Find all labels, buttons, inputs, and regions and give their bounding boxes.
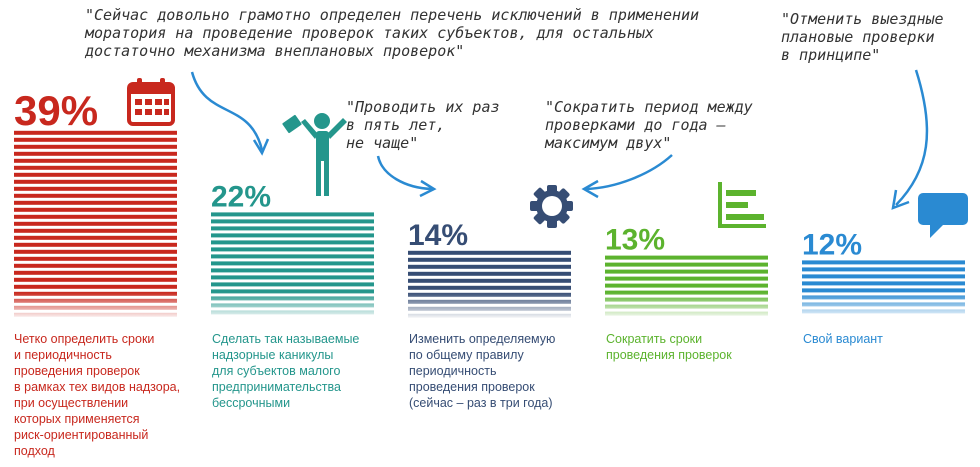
bar-stripe <box>14 200 177 205</box>
bar-stripe <box>211 247 374 252</box>
quote-2: "Проводить их раз в пять лет, не чаще" <box>346 98 500 152</box>
bar-stripe <box>605 255 768 260</box>
bar-stripe <box>408 250 571 255</box>
category-label: Сократить сроки проведения проверок <box>606 332 732 362</box>
bar-stripe <box>14 228 177 233</box>
bar-stripe <box>211 240 374 245</box>
bar-stripe <box>14 270 177 275</box>
bar-stripe <box>211 226 374 231</box>
bar-stripe <box>802 267 965 272</box>
bar-stripe <box>605 283 768 288</box>
calendar-icon <box>127 78 175 126</box>
bar-stripe <box>14 172 177 177</box>
bar-stripe <box>14 207 177 212</box>
bar-stripe <box>14 137 177 142</box>
bar-stripe <box>408 285 571 290</box>
bar-stripe <box>605 269 768 274</box>
bar-stripe <box>14 158 177 163</box>
gear-icon <box>530 185 573 228</box>
bar-stripe <box>408 271 571 276</box>
bar-fade <box>605 292 768 318</box>
bar-stripe <box>408 278 571 283</box>
category-label: Свой вариант <box>803 332 883 346</box>
bar-stripe <box>14 263 177 268</box>
bar-fade <box>211 292 374 318</box>
bar-stripe <box>14 235 177 240</box>
bar-stripe <box>802 260 965 265</box>
bar-stripe <box>408 257 571 262</box>
bar-fade <box>802 292 965 318</box>
bar-stripe <box>14 186 177 191</box>
bar-stripe <box>802 281 965 286</box>
category-label: Сделать так называемые надзорные каникул… <box>212 332 360 410</box>
bar-stripe <box>211 282 374 287</box>
value-label: 14% <box>408 219 468 252</box>
bar-stripe <box>14 249 177 254</box>
speech-bubble-icon <box>918 193 968 238</box>
bar-stripe <box>605 262 768 267</box>
quote-arrows <box>190 69 929 210</box>
bar-stripe <box>211 261 374 266</box>
bar-stripe <box>211 233 374 238</box>
bar-stripe <box>605 276 768 281</box>
businessman-icon <box>282 113 347 196</box>
bar-stripe <box>408 264 571 269</box>
bar-stripe <box>14 130 177 135</box>
bar-stripe <box>211 275 374 280</box>
bar-stripe <box>14 151 177 156</box>
bar-chart-icon <box>718 182 766 228</box>
quote-1: "Сейчас довольно грамотно определен пере… <box>85 6 700 60</box>
bar-stripe <box>802 274 965 279</box>
bar-fade <box>14 292 177 318</box>
category-label: Четко определить сроки и периодичность п… <box>14 332 181 458</box>
bar-stripe <box>14 277 177 282</box>
bar-stripe <box>14 165 177 170</box>
bar-stripe <box>802 288 965 293</box>
bar-stripe <box>211 219 374 224</box>
bar-stripe <box>14 256 177 261</box>
bar-stripe <box>14 179 177 184</box>
bar-stripe <box>14 242 177 247</box>
bar-stripe <box>14 221 177 226</box>
bar-fade <box>408 292 571 318</box>
bar-stripe <box>14 214 177 219</box>
bar-stripe <box>211 254 374 259</box>
value-label: 12% <box>802 228 862 261</box>
value-label: 13% <box>605 224 665 257</box>
category-label: Изменить определяемую по общему правилу … <box>409 332 556 410</box>
bar-stripe <box>14 144 177 149</box>
quote-3: "Сократить период между проверками до го… <box>545 98 753 152</box>
value-label: 39% <box>14 87 98 134</box>
bar-stripe <box>211 268 374 273</box>
value-label: 22% <box>211 180 271 213</box>
quote-4: "Отменить выездные плановые проверки в п… <box>781 10 944 64</box>
bar-stripe <box>211 212 374 217</box>
bar-stripe <box>14 284 177 289</box>
bar-stripe <box>211 289 374 294</box>
bar-1 <box>14 130 177 317</box>
bar-stripe <box>14 193 177 198</box>
